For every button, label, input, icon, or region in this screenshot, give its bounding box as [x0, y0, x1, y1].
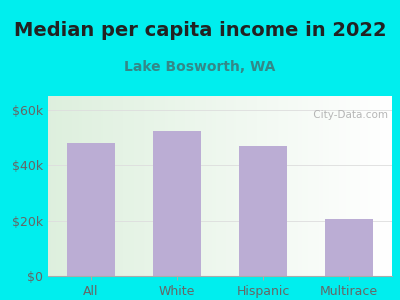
Bar [153, 130, 201, 276]
Text: Median per capita income in 2022: Median per capita income in 2022 [14, 21, 386, 40]
Bar [325, 219, 373, 276]
Bar [67, 143, 115, 276]
Bar [239, 146, 287, 276]
Text: City-Data.com: City-Data.com [310, 110, 388, 120]
Text: Lake Bosworth, WA: Lake Bosworth, WA [124, 60, 276, 74]
